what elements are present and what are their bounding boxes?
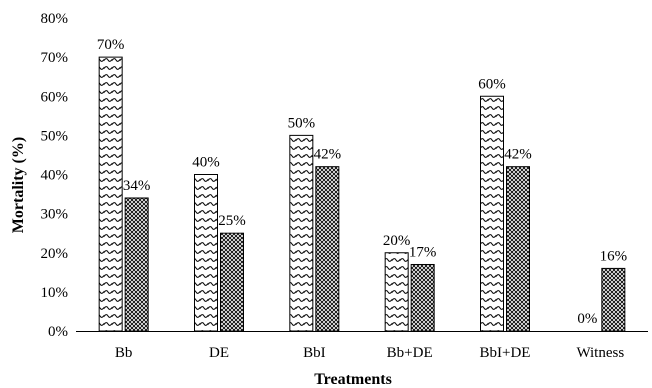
data-label: 70% <box>97 37 125 53</box>
x-tick-label: BbI <box>303 345 326 361</box>
data-label: 34% <box>123 178 151 194</box>
data-label: 20% <box>383 233 411 249</box>
x-tick-label: Witness <box>576 345 624 361</box>
bar <box>410 263 435 332</box>
y-tick-label: 70% <box>41 50 69 66</box>
bar <box>506 166 530 332</box>
y-tick-label: 0% <box>48 324 68 340</box>
x-tick-label: Bb+DE <box>387 345 433 361</box>
x-tick-label: Bb <box>115 345 133 361</box>
y-tick-label: 30% <box>41 207 69 223</box>
data-label: 25% <box>218 213 246 229</box>
bar <box>98 56 123 332</box>
data-label: 42% <box>314 147 342 163</box>
bar <box>289 134 314 332</box>
x-tick-label: BbI+DE <box>480 345 531 361</box>
bar <box>315 166 340 332</box>
bar <box>384 252 409 332</box>
data-label: 17% <box>409 244 437 260</box>
x-tick-label: DE <box>209 345 229 361</box>
y-tick-label: 60% <box>41 89 69 105</box>
bar <box>480 95 504 332</box>
data-label: 60% <box>478 76 506 92</box>
data-label: 50% <box>288 115 316 131</box>
bar <box>124 197 149 332</box>
data-label: 16% <box>600 248 628 264</box>
y-tick-label: 80% <box>41 11 69 27</box>
bar <box>601 267 626 332</box>
y-tick-label: 10% <box>41 285 69 301</box>
bar <box>194 174 218 332</box>
y-tick-label: 50% <box>41 128 69 144</box>
y-axis-title: Mortality (%) <box>10 137 27 233</box>
y-tick-label: 40% <box>41 168 69 184</box>
x-axis-title: Treatments <box>314 371 392 388</box>
data-label: 0% <box>577 311 597 327</box>
data-label: 42% <box>504 147 532 163</box>
x-axis: Bb DE BbI Bb+DE BbI+DE Witness <box>76 331 648 361</box>
bars <box>98 56 626 332</box>
y-axis: 0% 10% 20% 30% 40% 50% 60% 70% 80% <box>41 11 69 340</box>
data-labels: 70% 34% 40% 25% 50% 42% 20%17% 60% 42% 0% 16% <box>97 37 627 327</box>
data-label: 40% <box>192 155 220 171</box>
bar <box>220 232 244 332</box>
y-tick-label: 20% <box>41 246 69 262</box>
